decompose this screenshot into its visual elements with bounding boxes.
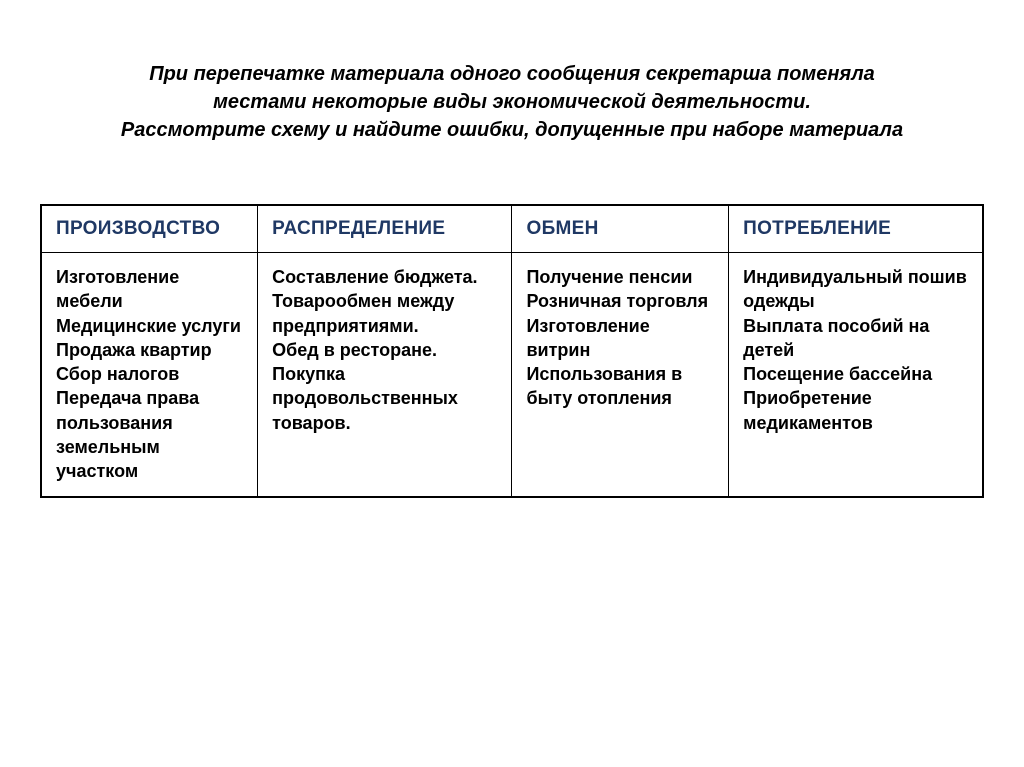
header-distribution: РАСПРЕДЕЛЕНИЕ <box>258 205 512 253</box>
header-production: ПРОИЗВОДСТВО <box>41 205 258 253</box>
header-consumption: ПОТРЕБЛЕНИЕ <box>729 205 983 253</box>
economics-table: ПРОИЗВОДСТВО РАСПРЕДЕЛЕНИЕ ОБМЕН ПОТРЕБЛ… <box>40 204 984 498</box>
cell-production: Изготовление мебели Медицинские услуги П… <box>41 253 258 497</box>
slide-title: При перепечатке материала одного сообщен… <box>40 60 984 144</box>
table-header-row: ПРОИЗВОДСТВО РАСПРЕДЕЛЕНИЕ ОБМЕН ПОТРЕБЛ… <box>41 205 983 253</box>
table-row: Изготовление мебели Медицинские услуги П… <box>41 253 983 497</box>
header-exchange: ОБМЕН <box>512 205 729 253</box>
cell-consumption: Индивидуальный пошив одежды Выплата посо… <box>729 253 983 497</box>
cell-distribution: Составление бюджета. Товарообмен между п… <box>258 253 512 497</box>
cell-exchange: Получение пенсии Розничная торговля Изго… <box>512 253 729 497</box>
